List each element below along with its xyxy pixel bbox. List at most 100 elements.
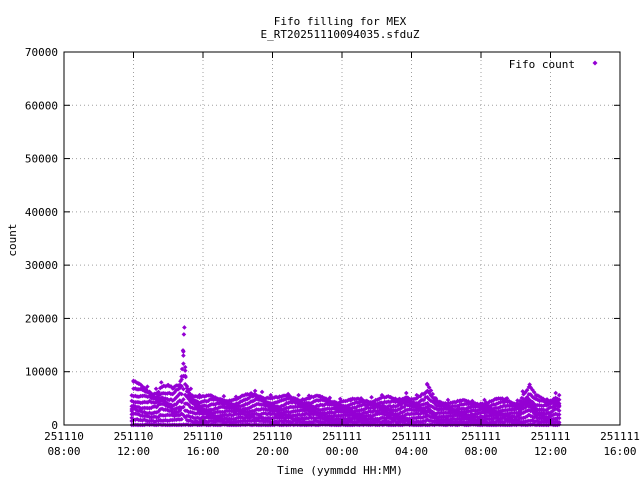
data-point (129, 403, 135, 409)
data-point (377, 396, 382, 402)
y-axis-label: count (6, 223, 19, 256)
data-point (266, 418, 272, 424)
data-point (504, 396, 510, 401)
legend-label: Fifo count (509, 58, 575, 71)
data-point (184, 408, 190, 414)
data-point (145, 400, 151, 405)
data-point (270, 416, 275, 421)
data-point (280, 419, 286, 425)
data-point (384, 416, 389, 421)
data-point (362, 416, 368, 421)
data-point (275, 404, 281, 409)
data-point (180, 348, 186, 353)
data-point (407, 403, 412, 409)
data-point (540, 403, 546, 409)
plot-border (63, 51, 621, 426)
data-point (428, 398, 434, 404)
data-point (405, 411, 411, 417)
data-point (188, 386, 194, 392)
data-point (225, 398, 231, 404)
x-tick-date: 251111 (392, 430, 432, 443)
data-point (309, 420, 314, 425)
data-point (397, 396, 402, 402)
data-point (483, 400, 489, 405)
data-point (384, 409, 389, 415)
data-point (138, 408, 143, 414)
data-point (182, 368, 188, 373)
data-point (515, 413, 521, 419)
data-point (311, 394, 316, 400)
data-point (323, 411, 329, 417)
data-point (254, 411, 259, 417)
x-tick-date: 251111 (322, 430, 362, 443)
data-point (316, 407, 322, 413)
data-point (154, 404, 159, 410)
data-point (332, 417, 338, 423)
data-point (457, 402, 462, 408)
data-point (275, 399, 281, 405)
data-point (428, 403, 434, 409)
data-point (165, 396, 170, 402)
data-point (195, 399, 200, 405)
x-tick-date: 251111 (600, 430, 640, 443)
data-point (145, 413, 151, 419)
data-point (173, 417, 179, 423)
data-point (220, 404, 225, 410)
data-point (257, 412, 263, 418)
data-point (355, 419, 361, 425)
data-point (480, 401, 485, 407)
data-point (170, 391, 176, 397)
data-point (152, 419, 158, 425)
data-point (358, 396, 364, 401)
data-point (232, 405, 238, 410)
x-tick-date: 251110 (114, 430, 154, 443)
data-point (330, 414, 336, 420)
data-point (401, 408, 407, 414)
data-point (501, 397, 507, 402)
data-point (473, 420, 478, 426)
data-point (243, 409, 249, 414)
data-point (318, 408, 323, 413)
data-point (375, 397, 380, 403)
data-point (296, 392, 301, 398)
data-point (524, 414, 530, 419)
data-point (419, 419, 425, 425)
data-point (549, 413, 555, 418)
data-point (332, 399, 338, 405)
data-point (129, 418, 135, 424)
data-point (419, 415, 425, 420)
data-point (136, 381, 142, 386)
data-point (311, 399, 316, 405)
data-point (259, 389, 265, 395)
data-point (182, 414, 188, 420)
data-point (248, 391, 254, 396)
data-point (528, 413, 533, 419)
data-point (232, 402, 238, 407)
data-point (460, 419, 466, 425)
data-point (266, 407, 272, 412)
data-point (190, 405, 195, 411)
data-point (540, 396, 546, 402)
data-point (218, 396, 224, 402)
data-point (302, 408, 307, 414)
data-point (150, 418, 156, 424)
data-point (437, 399, 443, 405)
data-point (423, 390, 428, 396)
data-point (211, 394, 216, 400)
data-point (544, 411, 550, 416)
data-point (508, 419, 514, 424)
data-point (352, 400, 357, 406)
data-point (152, 414, 158, 420)
data-point (239, 407, 245, 413)
data-point (316, 403, 322, 409)
data-point (286, 400, 291, 406)
data-point (279, 414, 284, 420)
data-point (353, 405, 359, 410)
data-point (175, 393, 181, 398)
data-point (273, 415, 279, 420)
data-point (544, 399, 550, 405)
y-tick-label: 60000 (25, 99, 58, 112)
data-point (405, 422, 411, 427)
data-point (430, 395, 436, 400)
data-point (234, 396, 240, 402)
